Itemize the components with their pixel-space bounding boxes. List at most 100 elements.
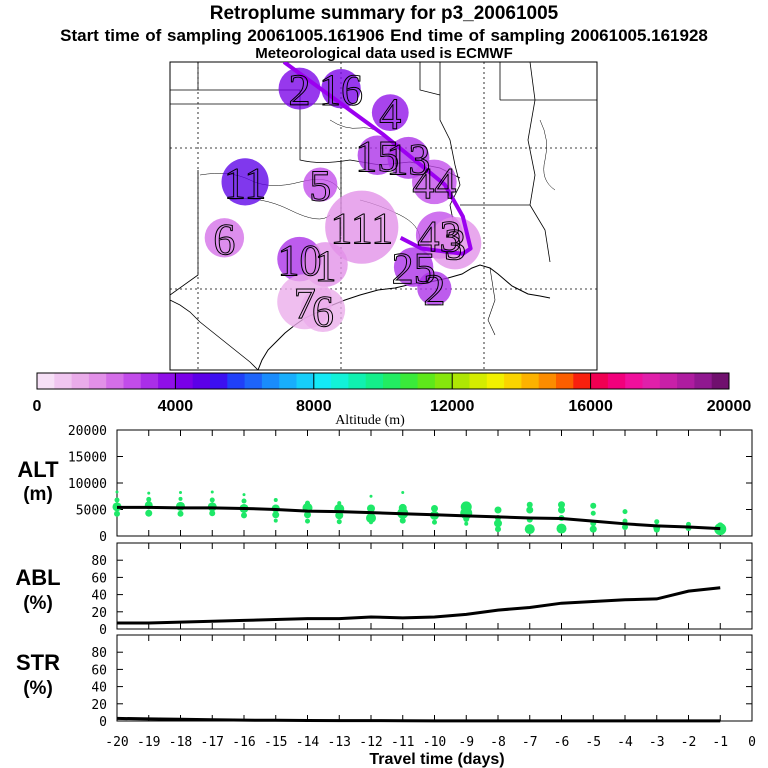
- colorbar-cell: [296, 373, 315, 389]
- alt-ytick-label: 15000: [68, 451, 107, 466]
- alt-point: [114, 497, 120, 503]
- colorbar-cell: [417, 373, 436, 389]
- alt-ytick-label: 10000: [68, 477, 107, 492]
- travel-time-tick-label: -14: [296, 735, 320, 750]
- rio-grande: [170, 299, 259, 370]
- colorbar-tick-label: 4000: [158, 398, 194, 415]
- alt-point: [526, 506, 534, 514]
- cluster-number-14: 4: [379, 90, 401, 139]
- abl-ylabel-line2: (%): [23, 593, 53, 614]
- colorbar-cells: [37, 373, 730, 389]
- alt-point: [336, 519, 342, 525]
- alt-point: [209, 510, 216, 517]
- str-ytick-label: 40: [91, 681, 107, 696]
- cluster-circle-4: [412, 159, 457, 205]
- travel-time-tick-label: -7: [522, 735, 538, 750]
- travel-time-tick-label: -2: [681, 735, 697, 750]
- alt-point: [209, 497, 215, 503]
- colorbar-cell: [331, 373, 349, 389]
- colorbar-tick-label: 8000: [296, 398, 332, 415]
- alt-point: [305, 518, 310, 524]
- sampling-time-subtitle: Start time of sampling 20061005.161906 E…: [60, 26, 708, 45]
- colorbar-label: Altitude (m): [335, 413, 405, 428]
- colorbar-cell: [261, 373, 280, 389]
- travel-time-tick-label: -19: [137, 735, 160, 750]
- travel-time-tick-label: -12: [359, 735, 382, 750]
- colorbar-cell: [313, 373, 332, 389]
- colorbar-cell: [140, 373, 159, 389]
- cluster-circle-6b: [300, 287, 346, 333]
- travel-time-tick-label: -5: [585, 735, 601, 750]
- abl-y-ticks: 0 20 40 60 80: [91, 554, 752, 638]
- alt-point: [367, 504, 375, 513]
- alt-point: [114, 510, 120, 517]
- alt-point: [177, 510, 184, 517]
- travel-time-tick-label: -18: [169, 735, 192, 750]
- chart-title: Retroplume summary for p3_20061005: [209, 3, 559, 24]
- alt-point: [242, 493, 246, 497]
- colorbar-cell: [54, 373, 72, 389]
- cluster-circle-14: [371, 94, 409, 132]
- mean-trajectory-line: [282, 62, 473, 256]
- abl-ytick-label: 80: [91, 554, 107, 569]
- abl-x-ticks: [116, 543, 753, 629]
- colorbar-cell: [642, 373, 661, 389]
- cluster-markers: [204, 67, 482, 333]
- travel-time-tick-label: -20: [105, 735, 128, 750]
- alt-point: [590, 502, 597, 509]
- alt-point: [273, 518, 278, 523]
- travel-time-tick-label: 0: [748, 735, 756, 750]
- colorbar-cell: [37, 373, 55, 389]
- cluster-number-11: 11: [224, 159, 266, 208]
- colorbar-cell: [434, 373, 453, 389]
- alt-ytick-label: 5000: [76, 504, 107, 519]
- cluster-number-20: 2: [289, 66, 311, 115]
- cluster-number-16: 16: [319, 66, 363, 115]
- alt-point: [273, 497, 278, 502]
- alt-point: [178, 496, 183, 501]
- colorbar-cell: [106, 373, 124, 389]
- colorbar-cell: [71, 373, 90, 389]
- alt-point: [622, 509, 628, 515]
- cluster-circle-15: [357, 135, 398, 175]
- alt-point: [558, 506, 565, 514]
- colorbar-cell: [88, 373, 107, 389]
- str-ytick-label: 80: [91, 646, 107, 661]
- alt-mean-line: [117, 505, 721, 531]
- cluster-number-6: 6: [213, 215, 235, 264]
- alt-point: [179, 491, 182, 495]
- abl-ylabel-line1: ABL: [15, 565, 60, 590]
- abl-ytick-label: 0: [99, 623, 107, 638]
- abl-line: [117, 586, 721, 625]
- travel-time-tick-label: -4: [617, 735, 633, 750]
- str-panel: STR (%) 0 20 40 60 80: [16, 634, 753, 730]
- alt-point: [556, 523, 567, 534]
- colorbar-tick-label: 12000: [430, 398, 475, 415]
- str-ytick-label: 60: [91, 663, 107, 678]
- travel-time-tick-label: -10: [423, 735, 446, 750]
- str-y-ticks: 0 20 40 60 80: [91, 646, 752, 730]
- alt-point: [146, 496, 152, 502]
- cluster-circle-20: [278, 67, 321, 110]
- colorbar-cell: [677, 373, 695, 389]
- colorbar-cell: [625, 373, 643, 389]
- alt-ytick-label: 0: [99, 530, 107, 545]
- str-panel-frame: [116, 634, 753, 722]
- alt-point: [241, 512, 247, 519]
- colorbar-cell: [607, 373, 626, 389]
- str-ylabel-line1: STR: [16, 650, 60, 675]
- cluster-number-5: 5: [309, 162, 331, 211]
- alt-point: [622, 523, 628, 530]
- alt-point: [210, 490, 214, 494]
- cluster-number-4: 44: [412, 159, 456, 208]
- travel-time-tick-label: -8: [490, 735, 506, 750]
- alt-point: [653, 526, 660, 533]
- alt-point: [176, 501, 185, 511]
- cluster-circle-1: [303, 242, 348, 287]
- alt-point: [272, 511, 280, 519]
- altitude-colorbar: 0 4000 8000 12000 16000 20000 Altitude (m): [33, 372, 751, 428]
- cluster-circle-12: [325, 190, 399, 264]
